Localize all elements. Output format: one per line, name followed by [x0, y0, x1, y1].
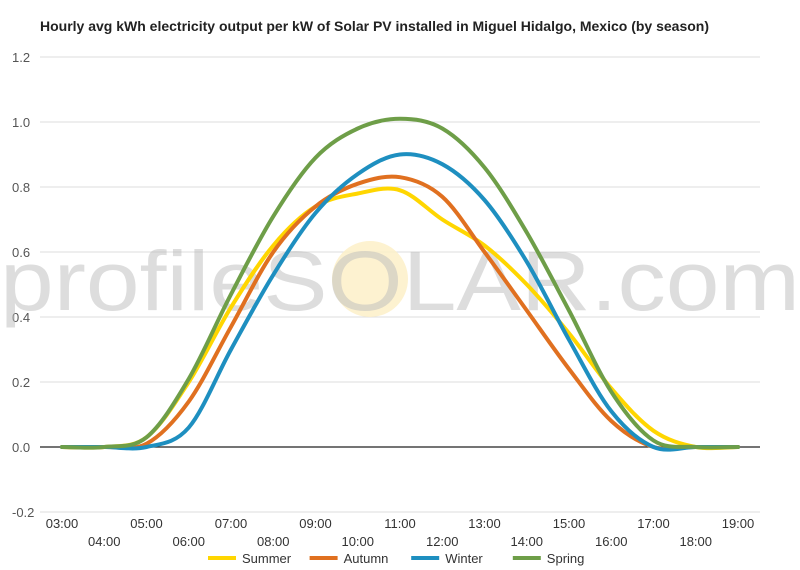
- legend-label-summer: Summer: [242, 551, 292, 566]
- y-tick-label: 0.2: [12, 375, 30, 390]
- y-tick-label: 0.4: [12, 310, 30, 325]
- chart-title: Hourly avg kWh electricity output per kW…: [40, 18, 709, 34]
- x-tick-label: 07:00: [215, 516, 248, 531]
- x-tick-label: 04:00: [88, 534, 121, 549]
- x-tick-label: 11:00: [384, 516, 416, 531]
- x-tick-label: 17:00: [637, 516, 670, 531]
- x-tick-label: 06:00: [172, 534, 205, 549]
- watermark-text: profileSOLAR.com: [0, 234, 800, 328]
- x-tick-label: 03:00: [46, 516, 79, 531]
- y-tick-label: 1.2: [12, 50, 30, 65]
- x-tick-label: 19:00: [722, 516, 755, 531]
- x-tick-label: 16:00: [595, 534, 628, 549]
- series-line-autumn: [60, 174, 740, 451]
- x-tick-label: 15:00: [553, 516, 586, 531]
- legend-label-autumn: Autumn: [344, 551, 389, 566]
- x-tick-label: 09:00: [299, 516, 332, 531]
- x-tick-label: 10:00: [341, 534, 374, 549]
- x-tick-label: 12:00: [426, 534, 459, 549]
- x-tick-label: 18:00: [679, 534, 712, 549]
- x-tick-label: 08:00: [257, 534, 290, 549]
- y-tick-label: -0.2: [12, 505, 34, 520]
- x-tick-label: 13:00: [468, 516, 501, 531]
- x-tick-label: 05:00: [130, 516, 163, 531]
- x-tick-label: 14:00: [510, 534, 543, 549]
- y-tick-label: 0.0: [12, 440, 30, 455]
- legend-label-spring: Spring: [547, 551, 585, 566]
- series-line-spring: [60, 116, 740, 450]
- y-tick-label: 1.0: [12, 115, 30, 130]
- series-line-winter: [60, 152, 740, 452]
- y-tick-label: 0.8: [12, 180, 30, 195]
- watermark-sun: [332, 241, 408, 317]
- legend-label-winter: Winter: [445, 551, 483, 566]
- y-tick-label: 0.6: [12, 245, 30, 260]
